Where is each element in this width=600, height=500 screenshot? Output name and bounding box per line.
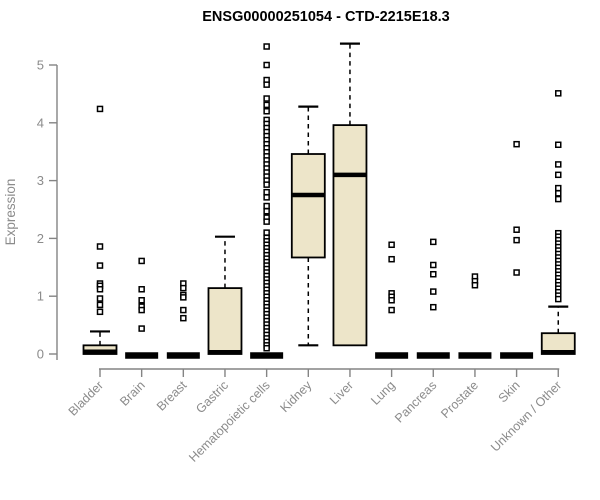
boxplot-prostate [458,273,492,359]
outlier-point [555,184,562,192]
outlier-point [388,255,395,263]
outlier-point [96,286,104,293]
boxplot-skin [500,140,534,359]
outlier-point [263,81,270,88]
y-axis-tick-label: 0 [37,347,44,362]
outlier-point [96,105,104,113]
outlier-point [513,236,520,244]
collapsed-box [458,352,492,359]
outlier-point [138,306,145,314]
outlier-point [263,95,270,102]
outlier-point [96,243,104,250]
outlier-point [138,325,145,332]
outlier-point [430,303,437,311]
y-axis-tick-label: 4 [37,115,44,130]
x-axis-label-skin: Skin [496,378,523,405]
outlier-point [555,171,562,179]
x-axis-label-kidney: Kidney [277,378,314,415]
y-axis-tick-label: 5 [37,58,44,73]
x-axis-label-hematopoietic-cells: Hematopoietic cells [186,378,273,465]
boxplot-liver [332,42,368,347]
outlier-point [430,288,437,295]
boxplot-hematopoietic-cells [250,43,284,359]
outlier-point [263,107,270,115]
outlier-point [555,295,562,303]
outlier-point [263,229,270,236]
boxplot-bladder [82,105,118,355]
outlier-point [430,238,437,246]
outlier-point [471,281,479,289]
outlier-point [555,195,562,203]
outlier-point [555,161,562,168]
y-axis-title: Expression [3,179,18,246]
outlier-point [263,194,270,201]
x-axis-label-gastric: Gastric [193,378,231,416]
outlier-point [513,269,520,276]
x-axis-label-liver: Liver [327,378,356,407]
collapsed-box [250,352,284,359]
collapsed-box [416,352,450,359]
outlier-point [388,296,395,304]
outlier-point [96,308,104,316]
outlier-point [263,207,270,215]
box-iqr [332,124,368,347]
x-axis-label-unknown-other: Unknown / Other [488,378,564,454]
boxplot-unknown-other [540,90,576,355]
outlier-point [263,218,270,225]
outlier-point [430,270,437,278]
boxplot-gastric [207,235,243,355]
outlier-point [263,202,270,210]
x-axis-label-brain: Brain [117,378,148,409]
outlier-point [263,181,270,188]
boxplot-brain [125,257,159,359]
outlier-point [388,306,395,314]
outlier-point [138,257,145,265]
boxplot-lung [375,241,409,359]
outlier-point [430,261,437,269]
outlier-point [180,284,187,292]
collapsed-box [500,352,534,359]
outlier-point [263,344,270,352]
collapsed-box [375,352,409,359]
outlier-point [263,101,270,109]
outlier-point [138,286,145,293]
chart-title: ENSG00000251054 - CTD-2215E18.3 [202,9,449,25]
outlier-point [96,262,104,269]
outlier-point [513,140,520,148]
outlier-point [180,294,187,301]
outlier-point [513,226,520,233]
x-axis-label-pancreas: Pancreas [392,378,439,425]
boxplot-pancreas [416,238,450,359]
outlier-point [388,241,395,249]
outlier-point [263,43,270,50]
outlier-point [263,188,270,196]
box-iqr [290,153,326,259]
collapsed-box [125,352,159,359]
outlier-point [180,306,187,314]
boxplot-kidney [290,105,326,347]
y-axis-tick-label: 2 [37,231,44,246]
x-axis-label-bladder: Bladder [66,378,106,418]
outlier-point [180,314,187,322]
outlier-point [96,301,104,309]
box-iqr [207,287,243,355]
boxplot-layer [82,42,576,359]
boxplot-breast [166,280,200,359]
y-axis-tick-label: 1 [37,289,44,304]
outlier-point [555,190,562,197]
outlier-point [555,90,562,97]
x-axis-label-lung: Lung [368,378,398,408]
x-axis-label-breast: Breast [154,378,190,414]
outlier-point [138,296,145,304]
axes-layer: 0 1 2 3 4 5 Bladder Brain Breast GastricHematopoi… [37,58,565,465]
outlier-point [263,61,270,69]
outlier-point [555,141,562,149]
outlier-point [96,295,104,302]
collapsed-box [166,352,200,359]
x-axis-label-prostate: Prostate [438,378,481,421]
y-axis-tick-label: 3 [37,173,44,188]
